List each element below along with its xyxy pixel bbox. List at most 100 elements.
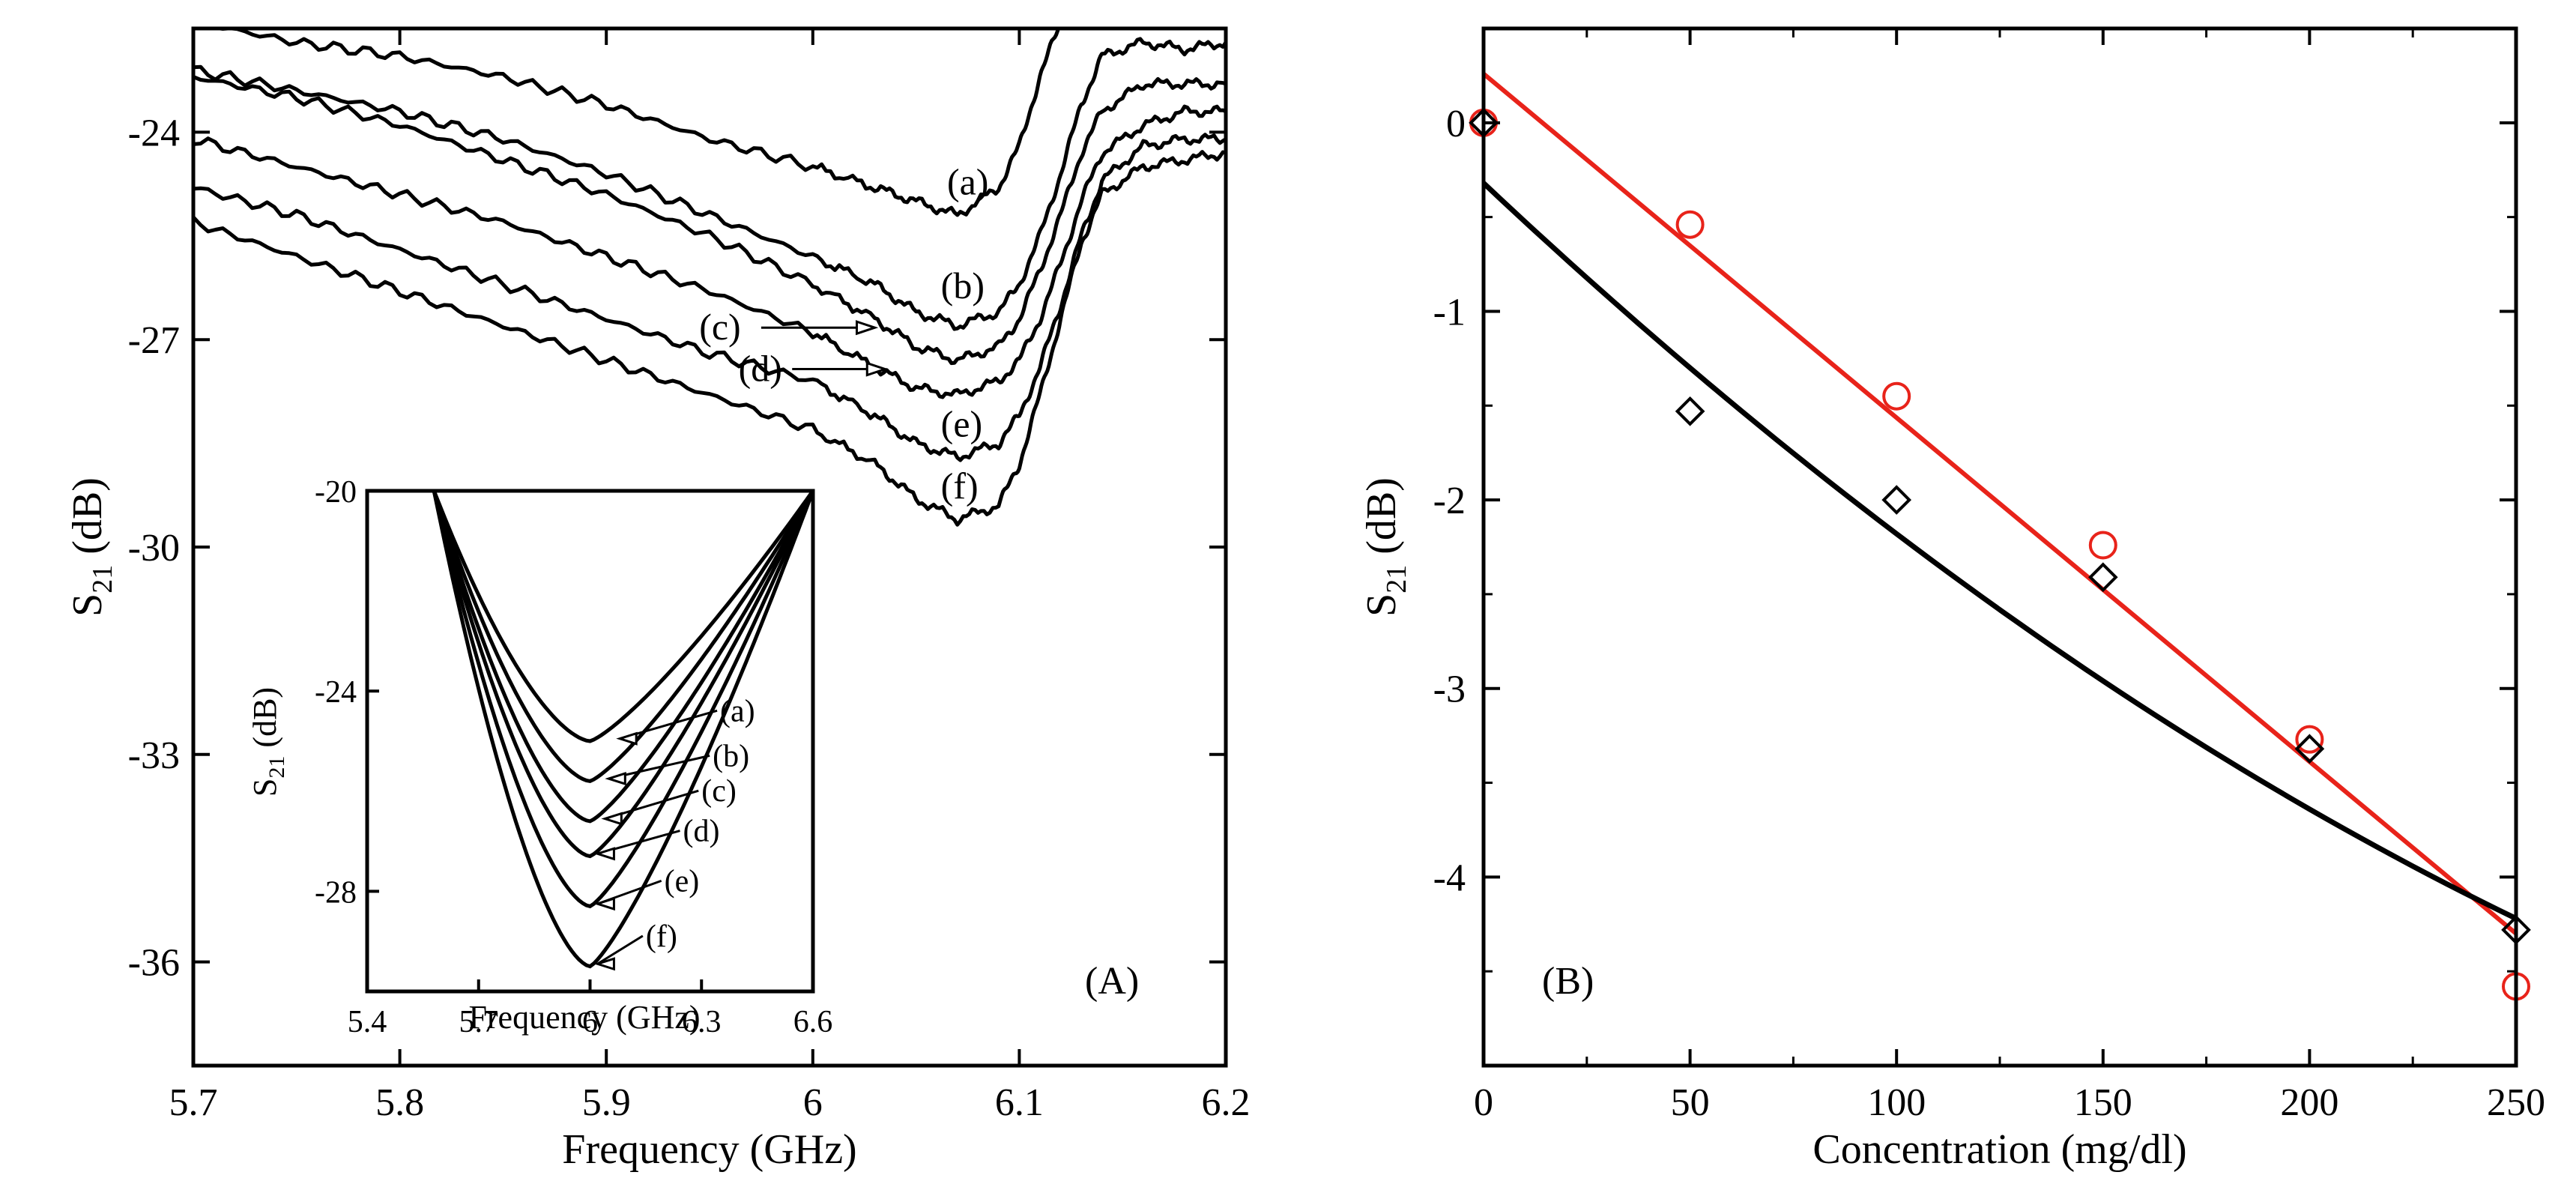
panel-b-frame xyxy=(1481,26,2518,1068)
panel-b-x-ticks: 0 50 100 150 200 250 xyxy=(1474,28,2545,1124)
panel-a-curve-label: (b) xyxy=(941,265,985,306)
panel-b-diamond-point xyxy=(1675,396,1705,426)
panel-a: 5.7 5.8 5.9 6 6.1 6.2 -24-27-30-33-36 (a)(b)(… xyxy=(64,26,1251,1173)
panel-a-curve-e xyxy=(193,133,1226,462)
inset-curve-label: (f) xyxy=(646,919,677,954)
inset-y-tick-label: -28 xyxy=(315,875,357,910)
panel-a-arrow-head xyxy=(855,320,879,336)
panel-a-inset: 5.4 5.7 6 6.3 6.6 -20-24-28 (a)(b)(c)(d)(e)(… xyxy=(247,475,833,1039)
panel-a-x-axis-title: Frequency (GHz) xyxy=(562,1126,856,1173)
panel-b-fit-lines xyxy=(1481,72,2518,936)
panel-a-y-tick-label: -33 xyxy=(128,734,180,777)
inset-x-tick-label: 6.3 xyxy=(682,1005,722,1039)
panel-b-y-axis-unit: (dB) xyxy=(1358,477,1405,565)
panel-b-y-axis-sub: 21 xyxy=(1381,565,1412,594)
panel-a-curve-b xyxy=(193,37,1226,331)
inset-y-ticks: -20 -24 -28 xyxy=(315,475,379,910)
panel-b-circle-point xyxy=(1675,210,1705,239)
panel-b-y-tick-label: -1 xyxy=(1433,291,1466,333)
inset-arrow-head xyxy=(593,897,615,911)
panel-a-y-axis-sub: 21 xyxy=(87,565,118,594)
inset-arrow-head xyxy=(616,731,638,746)
panel-b-diamond-point xyxy=(1881,485,1912,515)
panel-a-curve-labels: (a) (b) (c)(d) (e) (f) xyxy=(699,160,988,507)
panel-a-curve-label: (a) xyxy=(947,160,989,202)
panel-a-x-tick-label: 5.9 xyxy=(582,1081,631,1124)
panel-b-y-tick-label: -2 xyxy=(1433,480,1466,522)
panel-a-curve-c xyxy=(193,75,1226,366)
inset-y-axis-main: S xyxy=(247,779,283,797)
panel-a-y-ticks: -24 -27 -30 -33 -36 xyxy=(128,112,1226,985)
inset-x-tick-label: 5.7 xyxy=(459,1005,499,1039)
panel-a-curve-a xyxy=(213,28,1061,217)
panel-a-curves xyxy=(193,28,1226,527)
inset-curve-label: (b) xyxy=(713,739,749,773)
panel-a-x-ticks: 5.7 5.8 5.9 6 6.1 6.2 xyxy=(169,28,1251,1124)
panel-a-x-tick-label: 5.8 xyxy=(375,1081,424,1124)
panel-a-curve-label: (f) xyxy=(941,465,979,507)
panel-a-y-axis-title: S21 (dB) xyxy=(64,477,118,617)
inset-y-axis-sub: 21 xyxy=(264,756,289,779)
inset-y-axis-title: S21 (dB) xyxy=(247,687,289,797)
panel-a-arrow-head xyxy=(865,361,889,377)
panel-b: 0 50 100 150 200 250 0 -1 -2 -3 -4 Concentration … xyxy=(1358,26,2545,1173)
panel-b-y-tick-label: -4 xyxy=(1433,857,1466,899)
panel-b-x-axis-title: Concentration (mg/dl) xyxy=(1812,1126,2186,1173)
inset-arrow xyxy=(596,934,644,965)
panel-b-x-tick-label: 0 xyxy=(1474,1081,1493,1124)
inset-curves xyxy=(432,491,813,969)
panel-a-x-tick-label: 6.1 xyxy=(995,1081,1044,1124)
inset-arrow-head xyxy=(605,772,626,786)
panel-b-y-tick-label: 0 xyxy=(1446,103,1466,145)
inset-y-axis-unit: (dB) xyxy=(247,687,283,756)
panel-b-points xyxy=(1469,107,2531,1001)
inset-arrow-head xyxy=(593,957,615,971)
panel-a-curve-label: (c) xyxy=(699,306,741,348)
panel-a-x-tick-label: 6.2 xyxy=(1202,1081,1251,1124)
inset-y-tick-label: -20 xyxy=(315,475,357,510)
panel-b-circle-point xyxy=(1882,381,1911,411)
panel-b-x-tick-label: 100 xyxy=(1867,1081,1926,1124)
panel-a-y-tick-label: -24 xyxy=(128,112,180,154)
panel-b-red-fit xyxy=(1482,72,2518,936)
panel-b-label: (B) xyxy=(1542,960,1594,1003)
inset-x-ticks: 5.4 5.7 6 6.3 6.6 xyxy=(348,979,833,1039)
inset-y-tick-label: -24 xyxy=(315,675,357,710)
panel-b-x-tick-label: 50 xyxy=(1671,1081,1710,1124)
panel-b-x-tick-label: 150 xyxy=(2074,1081,2132,1124)
inset-x-tick-label: 5.4 xyxy=(348,1005,387,1039)
panel-b-y-ticks: 0 -1 -2 -3 -4 xyxy=(1433,103,2516,973)
inset-x-tick-label: 6 xyxy=(582,1005,598,1039)
panel-b-circle-point xyxy=(2088,531,2117,560)
panel-a-x-tick-label: 6 xyxy=(803,1081,823,1124)
panel-a-y-tick-label: -36 xyxy=(128,942,180,985)
inset-curve-f xyxy=(432,491,813,969)
panel-a-label: (A) xyxy=(1085,960,1139,1003)
inset-x-axis-title: Frequency (GHz) xyxy=(468,999,700,1036)
panel-a-y-axis-main: S xyxy=(64,594,111,617)
inset-curve-label: (d) xyxy=(683,815,719,849)
panel-a-x-tick-label: 5.7 xyxy=(169,1081,218,1124)
panel-b-y-axis-title: S21 (dB) xyxy=(1358,477,1412,617)
panel-b-y-tick-label: -3 xyxy=(1433,668,1466,711)
panel-b-circle-point xyxy=(2295,725,2324,754)
panel-a-y-axis-unit: (dB) xyxy=(64,477,111,565)
panel-a-curve-f xyxy=(193,150,1226,527)
inset-curve-label: (c) xyxy=(701,774,737,809)
panel-b-x-tick-label: 250 xyxy=(2487,1081,2545,1124)
inset-arrow-head xyxy=(593,847,615,861)
panel-a-y-tick-label: -30 xyxy=(128,527,180,570)
panel-b-diamond-point xyxy=(2294,734,2325,764)
panel-b-black-fit xyxy=(1481,181,2518,921)
panel-a-curve-label: (e) xyxy=(941,402,983,444)
panel-b-diamond-point xyxy=(2087,562,2118,593)
panel-b-x-tick-label: 200 xyxy=(2280,1081,2338,1124)
inset-x-tick-label: 6.6 xyxy=(793,1005,833,1039)
inset-curve-labels: (a) (b)(c) (d) (e) (f) xyxy=(593,694,755,971)
panel-a-curve-d xyxy=(193,104,1226,399)
panel-b-y-axis-main: S xyxy=(1358,594,1405,617)
panel-a-y-tick-label: -27 xyxy=(128,319,180,362)
inset-curve-label: (e) xyxy=(665,864,700,899)
panel-a-curve-label: (d) xyxy=(739,348,782,390)
